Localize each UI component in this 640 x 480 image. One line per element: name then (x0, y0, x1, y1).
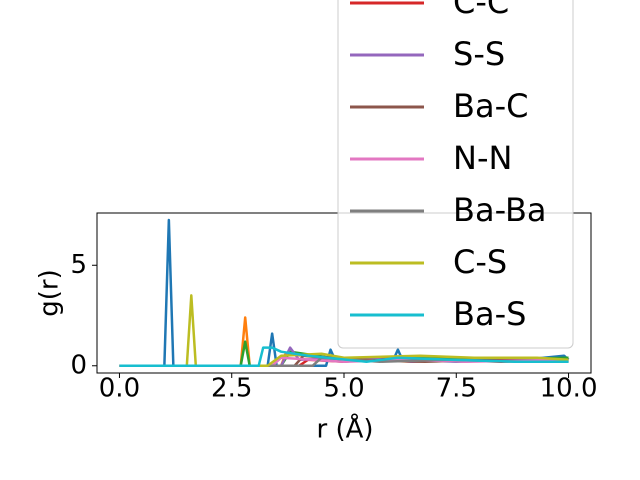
x-tick-label: 0.0 (99, 374, 140, 404)
legend-frame (337, 0, 574, 349)
y-axis-label: g(r) (35, 269, 65, 316)
legend-label: Ba-Ba (453, 191, 547, 229)
x-tick-label: 2.5 (211, 374, 252, 404)
y-tick-label: 5 (70, 250, 87, 280)
series-line (119, 346, 569, 368)
legend-label: Ba-S (453, 295, 526, 333)
legend-label: C-S (453, 243, 507, 281)
legend: C-C S-S Ba-C N-N Ba-Ba C-S Ba-S (337, 0, 574, 349)
legend-label: Ba-C (453, 87, 528, 125)
plot-area (119, 218, 570, 368)
x-axis-label: r (Å) (316, 413, 373, 445)
x-tick-label: 10.0 (540, 374, 598, 404)
legend-label: N-N (453, 139, 512, 177)
y-tick-label: 0 (70, 350, 87, 380)
legend-label: C-C (453, 0, 509, 21)
x-tick-label: 7.5 (436, 374, 477, 404)
legend-label: S-S (453, 35, 505, 73)
x-tick-label: 5.0 (323, 374, 364, 404)
